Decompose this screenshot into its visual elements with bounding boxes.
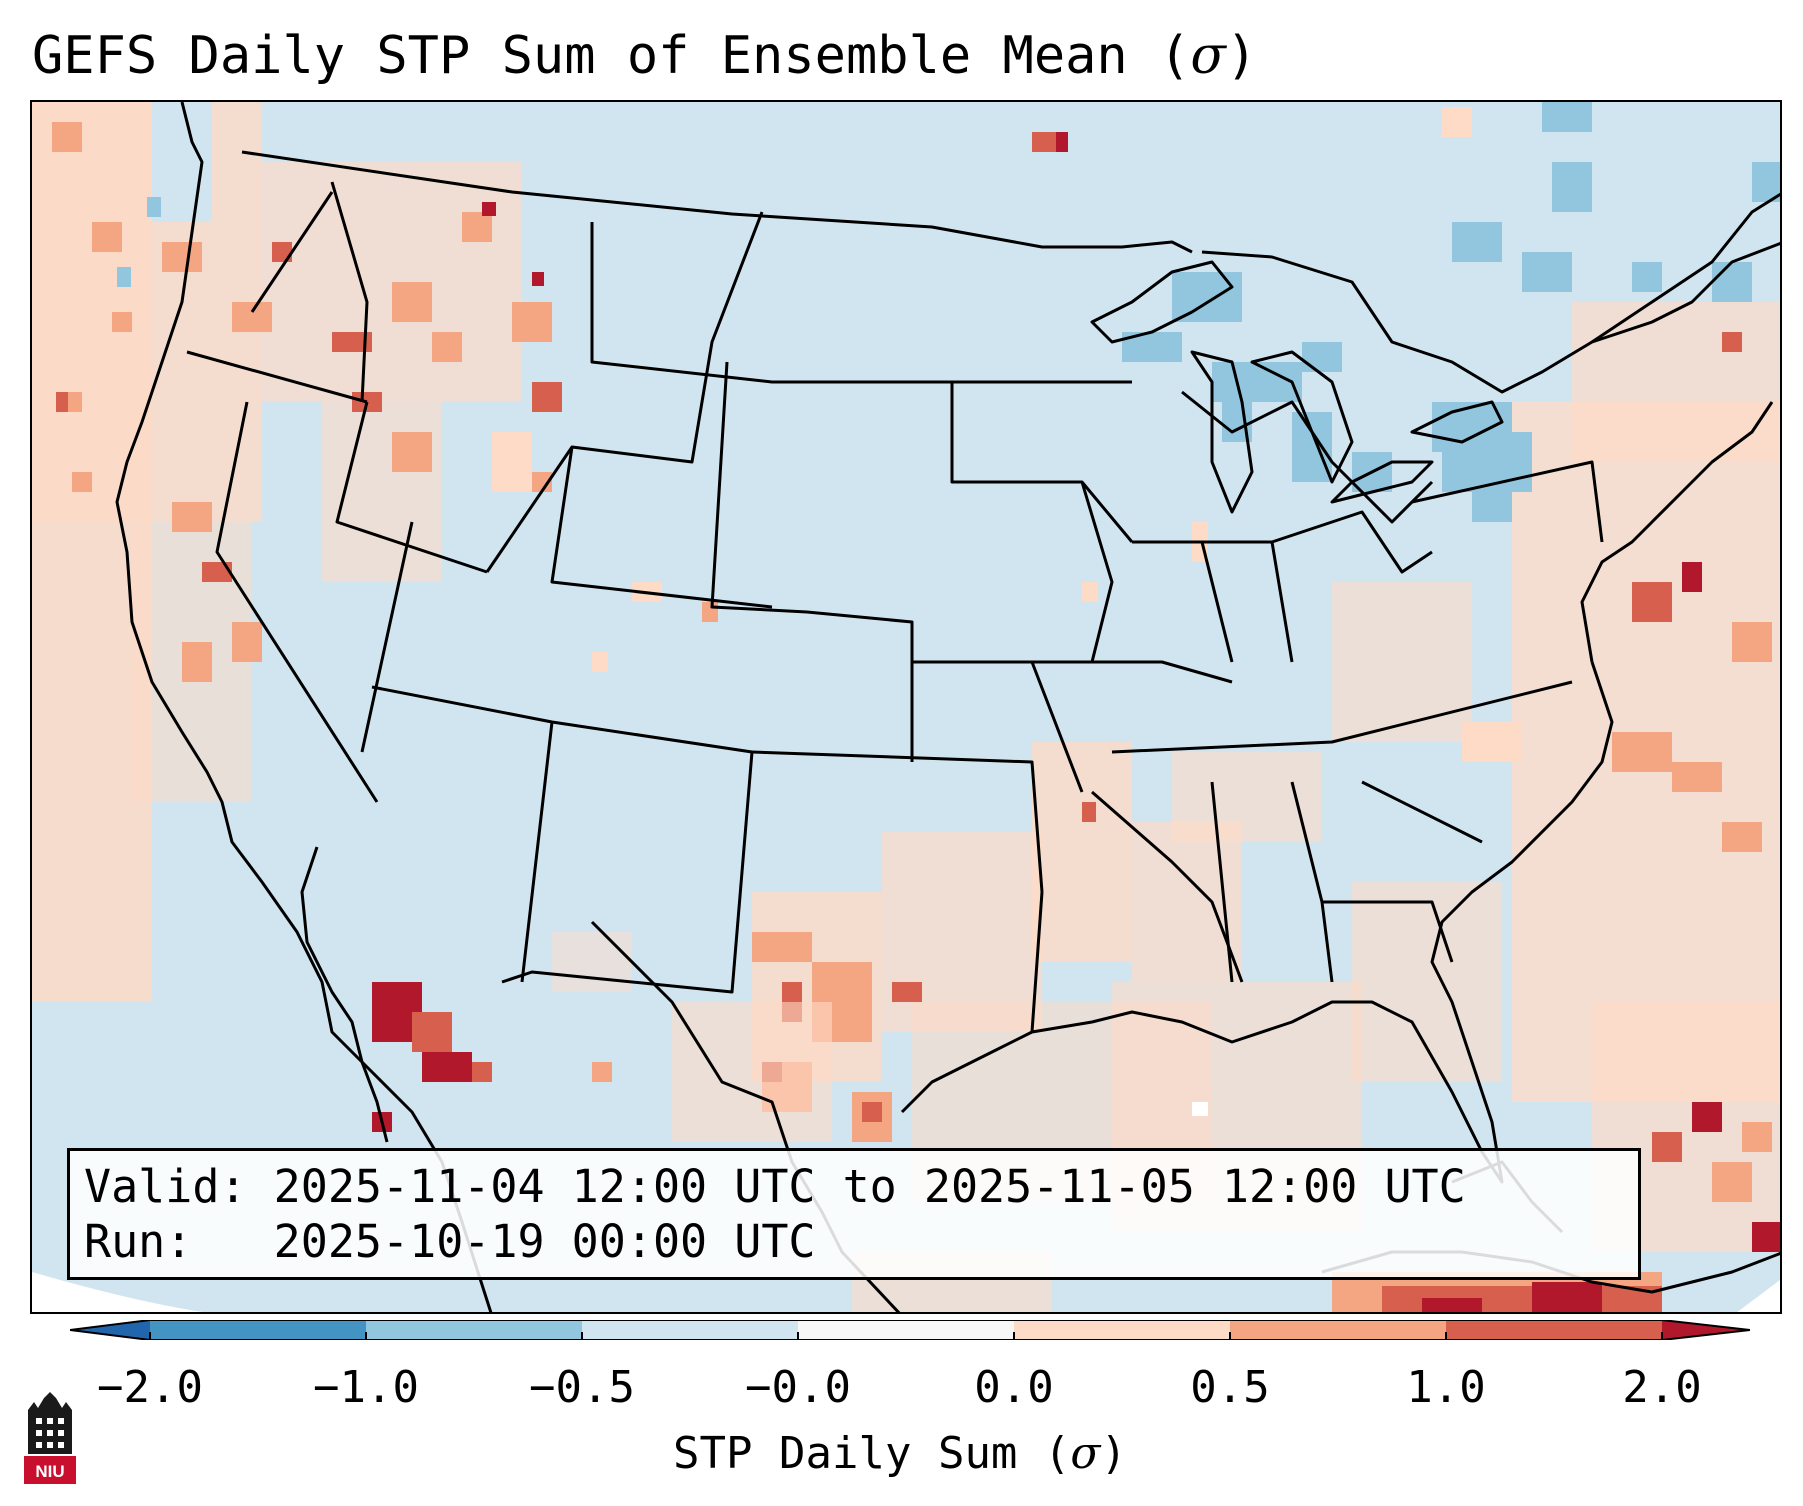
map-boundaries bbox=[115, 102, 1780, 1312]
colorbar bbox=[70, 1320, 1750, 1340]
map-panel: Valid: 2025-11-04 12:00 UTC to 2025-11-0… bbox=[30, 100, 1782, 1314]
colorbar-tick-label: −1.0 bbox=[313, 1362, 419, 1413]
colorbar-underflow-triangle bbox=[70, 1320, 150, 1340]
projection-edge-right bbox=[1737, 1280, 1780, 1312]
colorbar-tick-label: 1.0 bbox=[1406, 1362, 1486, 1413]
stp-map bbox=[32, 102, 1780, 1312]
niu-logo: NIU bbox=[24, 1392, 76, 1484]
colorbar-bin-2 bbox=[366, 1320, 582, 1340]
colorbar-bin-3 bbox=[582, 1320, 798, 1340]
colorbar-tick-label: −0.5 bbox=[529, 1362, 635, 1413]
colorbar-tick-label: −0.0 bbox=[745, 1362, 851, 1413]
colorbar-bin-5 bbox=[1014, 1320, 1230, 1340]
colorbar-bin-4 bbox=[798, 1320, 1014, 1340]
niu-logo-text: NIU bbox=[35, 1462, 64, 1481]
colorbar-bin-1 bbox=[150, 1320, 366, 1340]
projection-edge bbox=[32, 1272, 203, 1312]
colorbar-tick-label: 2.0 bbox=[1622, 1362, 1702, 1413]
colorbar-tick-label: 0.0 bbox=[974, 1362, 1054, 1413]
colorbar-tick-label: −2.0 bbox=[97, 1362, 203, 1413]
run-line: Run: 2025-10-19 00:00 UTC bbox=[84, 1215, 816, 1268]
colorbar-tick-label: 0.5 bbox=[1190, 1362, 1270, 1413]
valid-line: Valid: 2025-11-04 12:00 UTC to 2025-11-0… bbox=[84, 1160, 1466, 1213]
figure-title: GEFS Daily STP Sum of Ensemble Mean (σ) bbox=[32, 26, 1258, 86]
colorbar-bin-7 bbox=[1446, 1320, 1662, 1340]
valid-run-box: Valid: 2025-11-04 12:00 UTC to 2025-11-0… bbox=[67, 1148, 1641, 1280]
colorbar-label: STP Daily Sum (σ) bbox=[673, 1428, 1127, 1479]
colorbar-overflow-triangle bbox=[1662, 1320, 1750, 1340]
colorbar-bin-6 bbox=[1230, 1320, 1446, 1340]
